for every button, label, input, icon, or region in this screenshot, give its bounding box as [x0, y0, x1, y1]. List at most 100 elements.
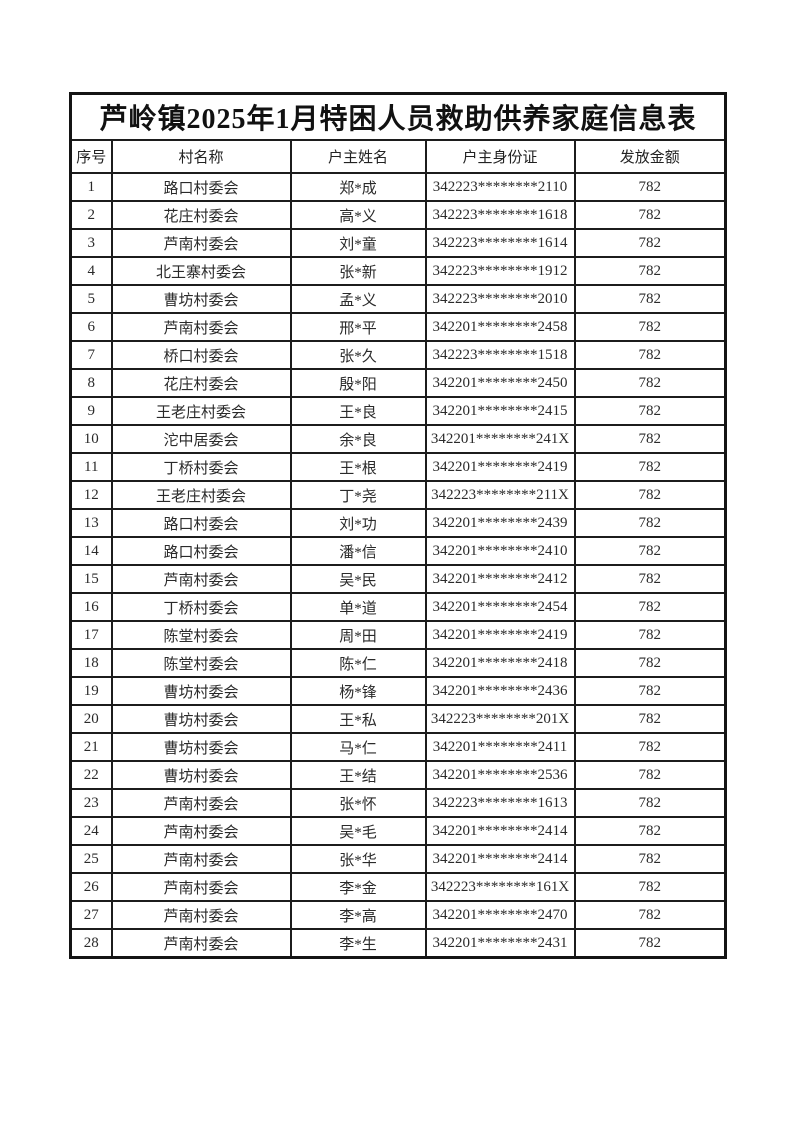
amount-cell: 782 [573, 368, 727, 398]
id-cell: 342201********2431 [424, 928, 576, 959]
serial-cell: 15 [69, 564, 113, 594]
table-row: 16 丁桥村委会 单*道 342201********2454 782 [69, 592, 727, 622]
amount-cell: 782 [573, 396, 727, 426]
village-cell: 丁桥村委会 [110, 592, 292, 622]
serial-cell: 3 [69, 228, 113, 258]
id-cell: 342201********2458 [424, 312, 576, 342]
table-row: 14 路口村委会 潘*信 342201********2410 782 [69, 536, 727, 566]
table-row: 12 王老庄村委会 丁*尧 342223********211X 782 [69, 480, 727, 510]
amount-cell: 782 [573, 480, 727, 510]
name-cell: 邢*平 [289, 312, 427, 342]
serial-cell: 28 [69, 928, 113, 959]
amount-cell: 782 [573, 564, 727, 594]
village-cell: 芦南村委会 [110, 788, 292, 818]
amount-cell: 782 [573, 200, 727, 230]
serial-cell: 16 [69, 592, 113, 622]
name-cell: 王*结 [289, 760, 427, 790]
village-cell: 曹坊村委会 [110, 732, 292, 762]
column-header-id: 户主身份证 [424, 139, 576, 174]
serial-cell: 9 [69, 396, 113, 426]
name-cell: 周*田 [289, 620, 427, 650]
id-cell: 342223********1618 [424, 200, 576, 230]
table-row: 18 陈堂村委会 陈*仁 342201********2418 782 [69, 648, 727, 678]
amount-cell: 782 [573, 620, 727, 650]
amount-cell: 782 [573, 536, 727, 566]
id-cell: 342201********2414 [424, 816, 576, 846]
name-cell: 潘*信 [289, 536, 427, 566]
serial-cell: 13 [69, 508, 113, 538]
amount-cell: 782 [573, 704, 727, 734]
amount-cell: 782 [573, 648, 727, 678]
id-cell: 342223********1912 [424, 256, 576, 286]
name-cell: 丁*尧 [289, 480, 427, 510]
serial-cell: 5 [69, 284, 113, 314]
village-cell: 陈堂村委会 [110, 648, 292, 678]
village-cell: 王老庄村委会 [110, 480, 292, 510]
id-cell: 342223********161X [424, 872, 576, 902]
column-header-amount: 发放金额 [573, 139, 727, 174]
village-cell: 路口村委会 [110, 172, 292, 202]
name-cell: 王*根 [289, 452, 427, 482]
serial-cell: 11 [69, 452, 113, 482]
serial-cell: 12 [69, 480, 113, 510]
serial-cell: 19 [69, 676, 113, 706]
amount-cell: 782 [573, 900, 727, 930]
village-cell: 芦南村委会 [110, 844, 292, 874]
amount-cell: 782 [573, 312, 727, 342]
village-cell: 沱中居委会 [110, 424, 292, 454]
id-cell: 342201********2411 [424, 732, 576, 762]
name-cell: 张*久 [289, 340, 427, 370]
name-cell: 郑*成 [289, 172, 427, 202]
table-row: 15 芦南村委会 吴*民 342201********2412 782 [69, 564, 727, 594]
id-cell: 342223********1518 [424, 340, 576, 370]
table-header-row: 序号 村名称 户主姓名 户主身份证 发放金额 [69, 139, 727, 174]
table-row: 19 曹坊村委会 杨*锋 342201********2436 782 [69, 676, 727, 706]
table-body: 1 路口村委会 郑*成 342223********2110 782 2 花庄村委会 高*义 3… [69, 172, 727, 959]
amount-cell: 782 [573, 284, 727, 314]
table-row: 27 芦南村委会 李*高 342201********2470 782 [69, 900, 727, 930]
serial-cell: 18 [69, 648, 113, 678]
village-cell: 陈堂村委会 [110, 620, 292, 650]
id-cell: 342223********1614 [424, 228, 576, 258]
id-cell: 342201********2419 [424, 620, 576, 650]
id-cell: 342201********2419 [424, 452, 576, 482]
serial-cell: 6 [69, 312, 113, 342]
id-cell: 342223********201X [424, 704, 576, 734]
table-row: 6 芦南村委会 邢*平 342201********2458 782 [69, 312, 727, 342]
id-cell: 342201********2410 [424, 536, 576, 566]
name-cell: 单*道 [289, 592, 427, 622]
name-cell: 李*生 [289, 928, 427, 959]
amount-cell: 782 [573, 760, 727, 790]
name-cell: 王*私 [289, 704, 427, 734]
serial-cell: 17 [69, 620, 113, 650]
table-row: 11 丁桥村委会 王*根 342201********2419 782 [69, 452, 727, 482]
id-cell: 342201********2454 [424, 592, 576, 622]
amount-cell: 782 [573, 844, 727, 874]
serial-cell: 26 [69, 872, 113, 902]
village-cell: 芦南村委会 [110, 228, 292, 258]
id-cell: 342201********2415 [424, 396, 576, 426]
amount-cell: 782 [573, 872, 727, 902]
serial-cell: 24 [69, 816, 113, 846]
name-cell: 马*仁 [289, 732, 427, 762]
village-cell: 路口村委会 [110, 536, 292, 566]
amount-cell: 782 [573, 424, 727, 454]
name-cell: 吴*民 [289, 564, 427, 594]
name-cell: 陈*仁 [289, 648, 427, 678]
assistance-info-table: 芦岭镇2025年1月特困人员救助供养家庭信息表 序号 村名称 户主姓名 户主身份… [69, 92, 728, 959]
amount-cell: 782 [573, 788, 727, 818]
id-cell: 342201********2436 [424, 676, 576, 706]
amount-cell: 782 [573, 340, 727, 370]
name-cell: 高*义 [289, 200, 427, 230]
table-row: 8 花庄村委会 殷*阳 342201********2450 782 [69, 368, 727, 398]
table-row: 23 芦南村委会 张*怀 342223********1613 782 [69, 788, 727, 818]
table-row: 13 路口村委会 刘*功 342201********2439 782 [69, 508, 727, 538]
name-cell: 刘*功 [289, 508, 427, 538]
village-cell: 芦南村委会 [110, 900, 292, 930]
amount-cell: 782 [573, 592, 727, 622]
id-cell: 342223********2110 [424, 172, 576, 202]
table-row: 20 曹坊村委会 王*私 342223********201X 782 [69, 704, 727, 734]
serial-cell: 22 [69, 760, 113, 790]
serial-cell: 21 [69, 732, 113, 762]
id-cell: 342201********2418 [424, 648, 576, 678]
